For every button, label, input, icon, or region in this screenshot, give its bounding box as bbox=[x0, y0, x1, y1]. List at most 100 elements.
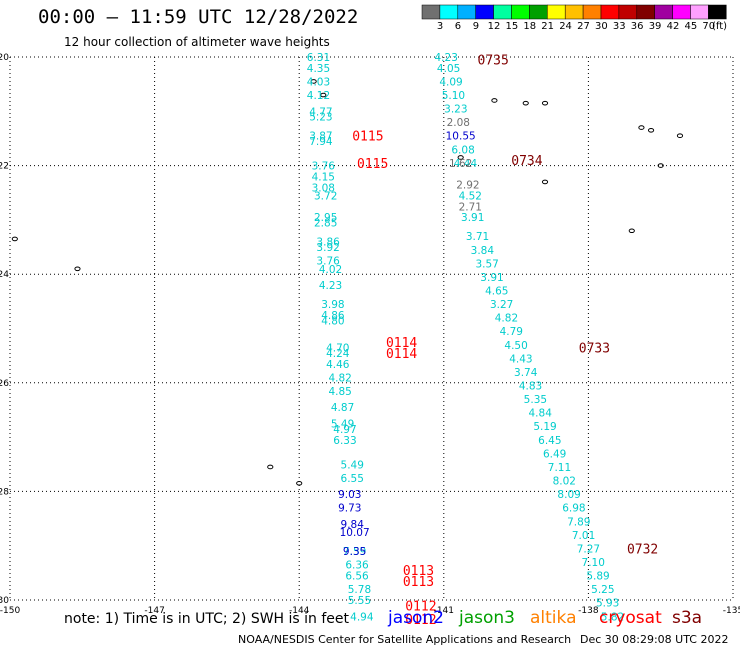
wave-height-label: 4.43 bbox=[509, 353, 532, 365]
wave-height-label: 3.91 bbox=[480, 272, 503, 284]
wave-height-label: 5.19 bbox=[533, 421, 556, 433]
wave-height-label: 2.71 bbox=[459, 201, 482, 213]
wave-height-label: 4.83 bbox=[519, 381, 542, 393]
island-outline bbox=[638, 125, 645, 130]
wave-height-label: 5.55 bbox=[348, 595, 371, 607]
colorbar-tick-label: 42 bbox=[666, 21, 680, 32]
colorbar-tick-label: 9 bbox=[472, 21, 480, 32]
wave-height-label: 4.70 bbox=[326, 343, 349, 355]
x-tick-label: -144 bbox=[289, 606, 310, 616]
footer-timestamp: Dec 30 08:29:08 UTC 2022 bbox=[580, 633, 729, 646]
wave-height-label: 5.25 bbox=[591, 584, 614, 596]
chart-subtitle: 12 hour collection of altimeter wave hei… bbox=[64, 35, 330, 49]
island-outline bbox=[457, 155, 464, 160]
colorbar-tick-label: 36 bbox=[630, 21, 644, 32]
wave-height-label: 4.84 bbox=[529, 408, 553, 420]
island-outline bbox=[310, 79, 317, 84]
wave-height-label: 2.08 bbox=[447, 117, 470, 129]
pass-time-label: 0112 bbox=[405, 613, 436, 628]
wave-height-label: 5.82 bbox=[601, 611, 624, 623]
wave-height-label: 5.78 bbox=[348, 584, 371, 596]
legend-cryosat: cryosat bbox=[599, 608, 662, 628]
colorbar-tick-label: 12 bbox=[487, 21, 501, 32]
x-tick-label: -147 bbox=[144, 606, 164, 616]
wave-height-label: 3.23 bbox=[444, 104, 467, 116]
pass-time-label: 0735 bbox=[478, 54, 509, 69]
pass-time-label: 0114 bbox=[386, 336, 417, 351]
wave-height-label: 4.46 bbox=[326, 359, 350, 371]
wave-height-label: 3.27 bbox=[490, 299, 513, 311]
wave-height-label: 3.76 bbox=[316, 256, 340, 268]
wave-height-label: 4.12 bbox=[307, 90, 330, 102]
colorbar-tick-label: 39 bbox=[648, 21, 662, 32]
wave-height-label: 10.55 bbox=[446, 131, 476, 143]
wave-height-label: 5.49 bbox=[331, 419, 354, 431]
wave-height-label: 6.45 bbox=[538, 435, 561, 447]
island-outline bbox=[296, 480, 303, 486]
wave-height-label: 3.84 bbox=[471, 245, 495, 257]
island-outline bbox=[647, 128, 655, 133]
colorbar-tick-label: 6 bbox=[454, 21, 462, 32]
wave-height-label: 7.94 bbox=[309, 136, 333, 148]
y-tick-label: -24 bbox=[0, 270, 9, 280]
colorbar-tick-label: 24 bbox=[559, 21, 572, 32]
wave-height-label: 6.49 bbox=[543, 448, 566, 460]
pass-time-label: 0734 bbox=[511, 154, 542, 169]
island-outline bbox=[541, 100, 549, 106]
wave-height-label: 4.65 bbox=[485, 285, 508, 297]
wave-height-label: 2.92 bbox=[456, 180, 479, 192]
wave-height-label: 3.87 bbox=[309, 131, 332, 143]
wave-height-label: 4.52 bbox=[459, 190, 482, 202]
island-outline bbox=[676, 133, 684, 139]
island-outline bbox=[541, 179, 549, 185]
wave-height-label: 4.87 bbox=[331, 402, 354, 414]
x-tick-label: -138 bbox=[578, 606, 599, 616]
colorbar-swatch bbox=[708, 4, 727, 20]
wave-height-label: 3.71 bbox=[466, 231, 489, 243]
wave-height-label: 5.89 bbox=[586, 571, 609, 583]
wave-height-label: 6.31 bbox=[307, 52, 330, 64]
colorbar-tick-label: 33 bbox=[612, 21, 626, 32]
pass-time-label: 0115 bbox=[352, 130, 383, 145]
x-tick-label: -135 bbox=[723, 606, 740, 616]
wave-height-label: 5.93 bbox=[596, 598, 619, 610]
wave-height-label: 5.35 bbox=[524, 394, 547, 406]
colorbar-tick-label: 70 bbox=[702, 21, 716, 32]
pass-time-label: 0732 bbox=[627, 542, 658, 557]
wave-height-label: 3.08 bbox=[312, 182, 335, 194]
island-outline bbox=[11, 236, 18, 242]
wave-height-label: 6.36 bbox=[345, 560, 369, 572]
wave-height-label: 4.82 bbox=[328, 372, 351, 384]
colorbar bbox=[421, 4, 727, 20]
wave-height-label: 6.56 bbox=[345, 571, 369, 583]
wave-height-label: 9.73 bbox=[338, 503, 361, 515]
wave-height-label: 4.02 bbox=[319, 264, 342, 276]
wave-height-label: 7.89 bbox=[567, 516, 590, 528]
pass-time-label: 0113 bbox=[403, 575, 434, 590]
wave-height-label: 3.72 bbox=[314, 190, 337, 202]
wave-height-label: 6.55 bbox=[341, 473, 364, 485]
legend-s3a: s3a bbox=[672, 608, 703, 628]
wave-height-label: 8.09 bbox=[557, 489, 580, 501]
legend-altika: altika bbox=[530, 608, 577, 628]
wave-height-label: 3.86 bbox=[316, 237, 340, 249]
wave-height-label: 4.03 bbox=[307, 76, 330, 88]
pass-time-label: 0114 bbox=[386, 347, 417, 362]
wave-height-label: 4.80 bbox=[321, 315, 344, 327]
wave-height-label: 3.74 bbox=[514, 367, 538, 379]
footer-credit: NOAA/NESDIS Center for Satellite Applica… bbox=[238, 633, 572, 646]
wave-height-label: 4.23 bbox=[319, 280, 342, 292]
wave-height-label: 9.35 bbox=[343, 546, 366, 558]
island-outline bbox=[267, 464, 274, 470]
y-tick-label: -28 bbox=[0, 487, 9, 497]
wave-height-label: 7.59 bbox=[343, 546, 366, 558]
wave-height-label: 4.23 bbox=[435, 52, 458, 64]
pass-time-label: 0113 bbox=[403, 564, 434, 579]
wave-height-label: 2.85 bbox=[314, 218, 337, 230]
wave-height-label: 9.03 bbox=[338, 489, 361, 501]
colorbar-unit: (ft) bbox=[712, 21, 728, 32]
wave-height-label: 4.05 bbox=[437, 63, 460, 75]
colorbar-tick-label: 15 bbox=[505, 21, 519, 32]
wave-height-label: 4.35 bbox=[307, 63, 330, 75]
wave-height-label: 6.33 bbox=[333, 435, 356, 447]
